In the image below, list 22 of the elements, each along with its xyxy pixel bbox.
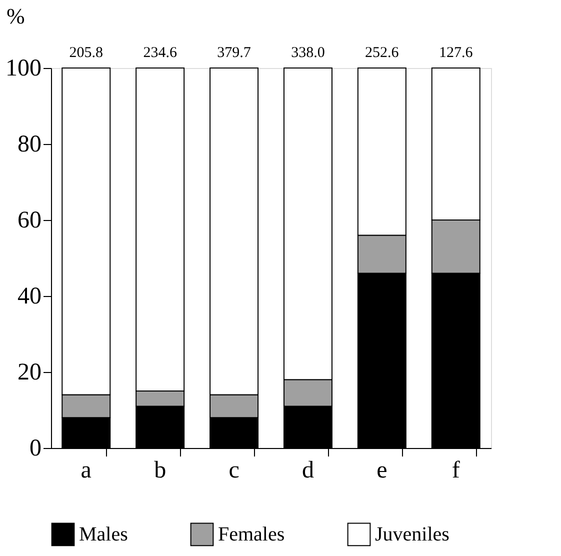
x-tick-label: f bbox=[452, 458, 460, 484]
legend-label: Males bbox=[79, 523, 128, 546]
y-tick-label: 20 bbox=[18, 360, 42, 386]
y-tick-label: 0 bbox=[30, 436, 42, 462]
y-tick-label: 40 bbox=[18, 284, 42, 310]
y-tick-label: 100 bbox=[6, 56, 42, 82]
x-tick-label: c bbox=[228, 458, 240, 484]
annotation: 379.7 bbox=[217, 45, 252, 61]
x-tick-label: e bbox=[376, 458, 388, 484]
annotation: 338.0 bbox=[291, 45, 325, 61]
annotation: 205.8 bbox=[69, 45, 103, 61]
x-tick-label: a bbox=[80, 458, 92, 484]
x-tick-label: d bbox=[302, 458, 314, 484]
x-tick-label: b bbox=[154, 458, 166, 484]
y-tick-label: 80 bbox=[18, 132, 42, 158]
y-tick-label: 60 bbox=[18, 208, 42, 234]
legend-label: Juveniles bbox=[375, 523, 450, 546]
y-axis-title: % bbox=[6, 4, 25, 28]
legend-label: Females bbox=[218, 523, 285, 546]
annotation: 127.6 bbox=[439, 45, 474, 61]
annotation: 234.6 bbox=[143, 45, 178, 61]
annotation: 252.6 bbox=[365, 45, 400, 61]
